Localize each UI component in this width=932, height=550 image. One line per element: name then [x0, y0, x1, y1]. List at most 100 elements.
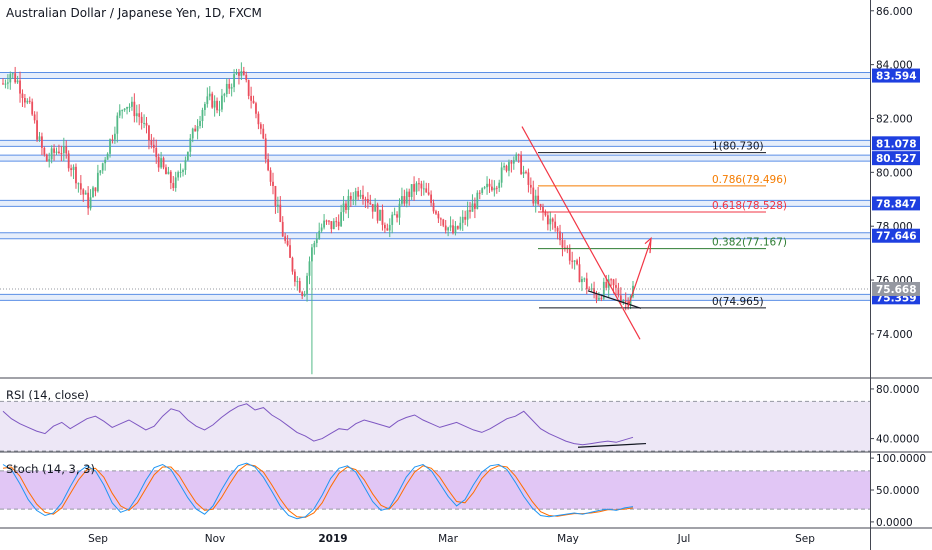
candle-body: [255, 103, 257, 114]
candle-body: [213, 100, 216, 108]
stoch-tick-label-2: 0.0000: [876, 517, 913, 529]
candle-body: [393, 214, 396, 216]
candle-body: [491, 186, 493, 191]
candle-body: [481, 188, 484, 193]
time-tick-label-5: Jul: [677, 533, 691, 545]
candle-body: [369, 202, 372, 205]
candle-body: [26, 100, 29, 103]
candle-body: [221, 95, 223, 110]
candle-body: [245, 74, 248, 81]
candle-body: [354, 191, 357, 200]
fib-label-0: 1(80.730): [712, 141, 764, 153]
candle-body: [126, 106, 128, 109]
candle-body: [31, 101, 34, 115]
candle-body: [544, 212, 547, 216]
rsi-band-fill: [0, 401, 870, 451]
candle-body: [386, 228, 389, 231]
candle-body: [111, 139, 114, 141]
candle-body: [335, 221, 338, 223]
stoch-d-line: [2, 463, 634, 518]
candle-body: [503, 165, 505, 168]
candle-body: [155, 147, 158, 158]
candle-body: [123, 108, 126, 111]
candle-body: [140, 116, 143, 123]
candle-body: [301, 292, 304, 296]
candle-body: [357, 191, 360, 197]
price-tick-label-6: 74.000: [876, 329, 913, 341]
candle-body: [425, 188, 428, 193]
candle-body: [418, 183, 420, 185]
candle-body: [581, 279, 583, 283]
time-tick-label-4: May: [557, 533, 579, 545]
candle-body: [55, 151, 58, 153]
candle-body: [160, 158, 163, 168]
candle-body: [16, 80, 19, 83]
candle-body: [583, 278, 586, 280]
candle-body: [41, 136, 43, 148]
stoch-tick-label-1: 50.0000: [876, 485, 919, 497]
time-tick-label-1: Nov: [205, 533, 226, 545]
candle-body: [435, 211, 437, 214]
candle-body: [94, 187, 97, 192]
rsi-divergence-line: [577, 442, 647, 448]
stoch-k-line: [2, 462, 634, 520]
chart-title: Australian Dollar / Japanese Yen, 1D, FX…: [6, 6, 262, 20]
candle-body: [332, 221, 335, 230]
candle-body: [45, 154, 48, 162]
candle-body: [366, 198, 369, 203]
candle-body: [410, 184, 413, 197]
level-badge-text-2: 80.527: [876, 153, 917, 165]
support-trendline: [587, 290, 642, 309]
candle-body: [430, 194, 433, 203]
candle-body: [60, 153, 63, 155]
candle-body: [447, 227, 450, 231]
fib-label-4: 0(74.965): [712, 296, 764, 308]
candle-body: [298, 281, 301, 293]
candle-body: [585, 278, 588, 290]
candle-body: [340, 212, 343, 227]
candle-body: [337, 221, 340, 227]
candle-body: [391, 214, 394, 225]
candle-body: [311, 247, 313, 262]
candle-body: [352, 199, 355, 201]
candle-body: [551, 218, 554, 222]
candle-body: [308, 261, 311, 276]
candle-body: [403, 196, 406, 204]
candle-body: [595, 293, 598, 300]
candle-body: [167, 171, 170, 175]
candle-body: [77, 183, 80, 185]
candle-body: [118, 110, 121, 116]
candle-body: [505, 165, 508, 171]
candle-body: [250, 95, 253, 101]
price-tick-label-2: 82.000: [876, 113, 913, 125]
level-badge-4: [872, 228, 920, 243]
candle-body: [274, 185, 277, 206]
candle-body: [182, 170, 184, 172]
candle-body: [79, 183, 82, 190]
candle-body: [559, 231, 561, 241]
candle-body: [223, 94, 226, 96]
candle-body: [517, 154, 520, 156]
candle-body: [578, 264, 581, 283]
candle-body: [201, 109, 204, 122]
candle-body: [515, 154, 518, 161]
candle-body: [67, 153, 70, 169]
candle-body: [252, 100, 255, 104]
candle-body: [469, 210, 471, 212]
candle-body: [388, 224, 391, 231]
candle-body: [21, 93, 24, 99]
rsi-tick-label-1: 40.0000: [876, 434, 919, 446]
time-tick-label-6: Sep: [795, 533, 815, 545]
candle-body: [539, 204, 542, 207]
candle-body: [459, 222, 462, 229]
candle-body: [554, 221, 557, 228]
candle-body: [520, 155, 523, 174]
candle-body: [87, 192, 90, 209]
candle-body: [610, 279, 613, 281]
candle-body: [23, 98, 26, 103]
candle-body: [449, 225, 452, 228]
candle-body: [498, 182, 501, 188]
candle-body: [546, 215, 549, 225]
candle-body: [500, 167, 503, 183]
